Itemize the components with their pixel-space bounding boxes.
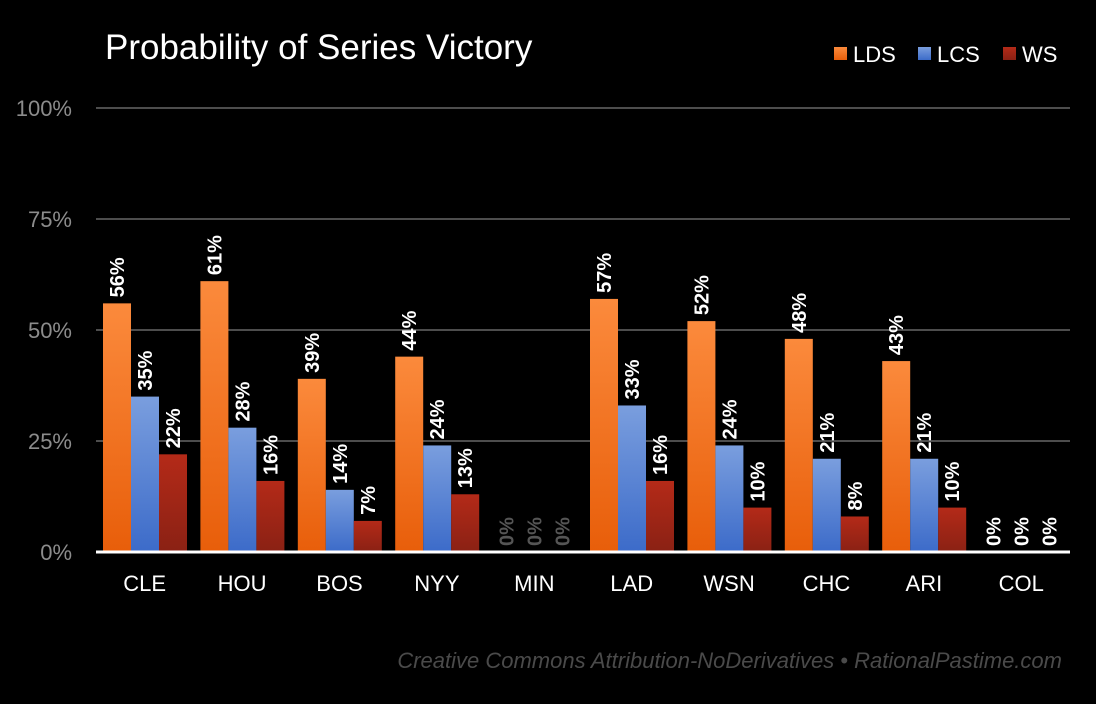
bar-wsn-ws <box>743 507 772 552</box>
bar-bos-ws <box>353 520 382 552</box>
data-label-hou-ws: 16% <box>260 435 282 475</box>
legend-label-ws: WS <box>1022 42 1057 67</box>
data-label-ari-lcs: 21% <box>914 413 936 453</box>
data-label-col-lcs: 0% <box>1012 517 1034 546</box>
data-label-ari-lds: 43% <box>886 315 908 355</box>
data-label-chc-lcs: 21% <box>817 413 839 453</box>
x-axis: CLE HOU BOS NYY MIN LAD WSN CHC ARI COL <box>123 571 1044 596</box>
data-label-ari-ws: 10% <box>942 461 964 501</box>
y-tick-label: 25% <box>28 429 72 454</box>
bar-chc-ws <box>840 516 869 552</box>
data-label-wsn-lds: 52% <box>691 275 713 315</box>
y-tick-label: 0% <box>40 540 72 565</box>
bar-lad-lcs <box>618 405 646 552</box>
bar-nyy-lcs <box>423 445 452 552</box>
x-tick-label: ARI <box>906 571 943 596</box>
x-tick-label: WSN <box>703 571 754 596</box>
y-axis: 0% 25% 50% 75% 100% <box>16 96 72 565</box>
data-label-col-lds: 0% <box>984 517 1006 546</box>
bar-cle-ws <box>159 454 187 552</box>
bar-chc-lcs <box>812 458 841 552</box>
data-label-bos-lcs: 14% <box>330 444 352 484</box>
legend-swatch-lcs <box>918 47 931 60</box>
x-tick-label: MIN <box>514 571 554 596</box>
x-tick-label: NYY <box>414 571 460 596</box>
data-label-nyy-lds: 44% <box>399 310 421 350</box>
chart-title: Probability of Series Victory <box>105 28 533 67</box>
data-label-nyy-ws: 13% <box>455 448 477 488</box>
data-label-cle-lcs: 35% <box>135 350 157 390</box>
legend-swatch-lds <box>834 47 847 60</box>
x-tick-label: CHC <box>803 571 851 596</box>
data-label-bos-lds: 39% <box>302 333 324 373</box>
data-label-hou-lds: 61% <box>204 235 226 275</box>
bar-chc-lds <box>784 338 813 552</box>
x-tick-label: BOS <box>316 571 362 596</box>
bar-cle-lcs <box>131 396 159 552</box>
bar-wsn-lds <box>687 321 716 552</box>
bar-lad-ws <box>646 480 674 552</box>
data-label-min-ws: 0% <box>553 517 575 546</box>
data-label-cle-ws: 22% <box>163 408 185 448</box>
bar-lad-lds <box>590 298 618 552</box>
bar-ari-ws <box>938 507 967 552</box>
bars <box>103 281 967 552</box>
legend: LDS LCS WS <box>834 42 1057 67</box>
data-label-bos-ws: 7% <box>358 486 380 515</box>
data-label-cle-lds: 56% <box>107 257 129 297</box>
bar-hou-ws <box>256 480 285 552</box>
data-label-chc-ws: 8% <box>845 481 867 510</box>
data-label-hou-lcs: 28% <box>232 381 254 421</box>
data-label-lad-ws: 16% <box>650 435 672 475</box>
bar-cle-lds <box>103 303 131 552</box>
y-tick-label: 100% <box>16 96 72 121</box>
bar-ari-lcs <box>910 458 939 552</box>
bar-hou-lcs <box>228 427 257 552</box>
footer-credit: Creative Commons Attribution-NoDerivativ… <box>397 648 1062 673</box>
bar-ari-lds <box>882 361 911 552</box>
data-label-lad-lds: 57% <box>594 253 616 293</box>
data-label-col-ws: 0% <box>1040 517 1062 546</box>
legend-label-lcs: LCS <box>937 42 980 67</box>
data-label-nyy-lcs: 24% <box>427 399 449 439</box>
x-tick-label: HOU <box>218 571 267 596</box>
bar-wsn-lcs <box>715 445 744 552</box>
y-tick-label: 75% <box>28 207 72 232</box>
data-label-min-lcs: 0% <box>525 517 547 546</box>
data-label-lad-lcs: 33% <box>622 359 644 399</box>
x-tick-label: CLE <box>123 571 166 596</box>
data-label-min-lds: 0% <box>497 517 519 546</box>
bar-bos-lcs <box>325 489 354 552</box>
data-labels: 56%35%22%61%28%16%39%14%7%44%24%13%0% 0% 0… <box>107 235 1062 546</box>
bar-hou-lds <box>200 281 229 552</box>
bar-bos-lds <box>297 378 326 552</box>
data-label-wsn-ws: 10% <box>747 461 769 501</box>
data-label-chc-lds: 48% <box>789 293 811 333</box>
y-tick-label: 50% <box>28 318 72 343</box>
legend-label-lds: LDS <box>853 42 896 67</box>
x-tick-label: LAD <box>610 571 653 596</box>
x-tick-label: COL <box>999 571 1044 596</box>
legend-swatch-ws <box>1003 47 1016 60</box>
bar-nyy-lds <box>395 356 424 552</box>
bar-nyy-ws <box>451 494 480 552</box>
data-label-wsn-lcs: 24% <box>719 399 741 439</box>
